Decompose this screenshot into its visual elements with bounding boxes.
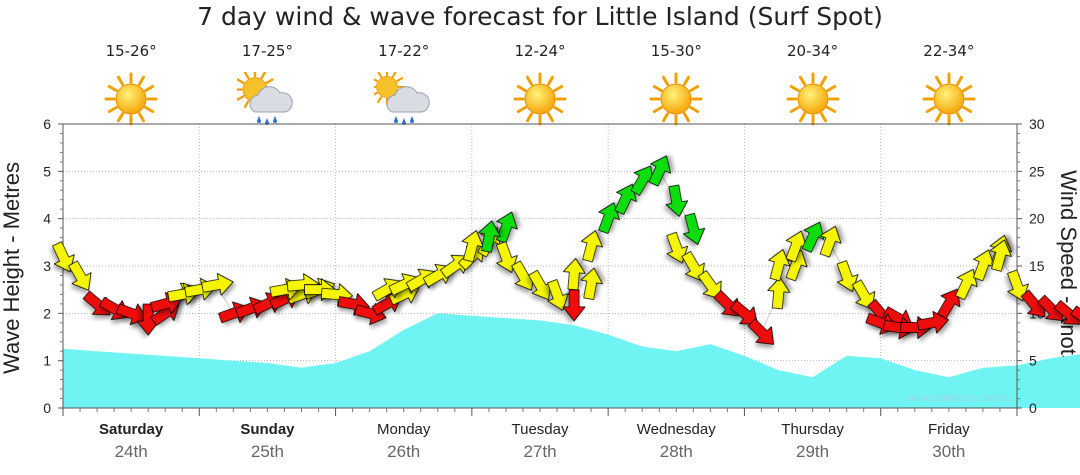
wind-arrow (496, 211, 518, 244)
watermark: www.seabreeze.com.au (905, 393, 1012, 404)
wind-arrow (461, 230, 484, 263)
day-date: 29th (796, 442, 830, 461)
day-temperature: 20-34° (787, 42, 839, 60)
wind-arrow (666, 231, 689, 264)
wind-day-5 (461, 220, 603, 322)
wind-arrow (496, 241, 518, 273)
y-tick-label: 6 (43, 116, 51, 132)
wind-arrow (478, 220, 501, 253)
y-tick-label: 2 (43, 305, 51, 321)
y-tick-label: 5 (43, 163, 51, 179)
day-name: Friday (928, 421, 970, 438)
day-name: Sunday (240, 421, 295, 438)
y2-tick-label: 30 (1029, 116, 1045, 132)
wind-arrow (801, 221, 825, 253)
day-date: 26th (387, 442, 421, 461)
wind-day-4 (371, 211, 518, 302)
sun-icon (510, 72, 570, 126)
wind-arrow (1070, 305, 1080, 330)
y-tick-label: 1 (43, 353, 51, 369)
day-name: Monday (377, 421, 431, 438)
wind-day-1 (52, 241, 199, 336)
wind-arrow (937, 288, 961, 319)
wind-arrow (648, 155, 671, 187)
wind-arrow (819, 225, 842, 258)
wind-arrows (52, 155, 1080, 345)
day-name: Saturday (99, 421, 164, 438)
sun-icon (783, 72, 843, 126)
wind-arrow (528, 269, 552, 301)
wind-arrow (747, 318, 774, 345)
day-date: 24th (114, 442, 148, 461)
y-tick-label: 0 (43, 400, 51, 416)
wind-arrow (916, 311, 949, 334)
day-temperature: 22-34° (923, 42, 975, 60)
day-temperature: 17-22° (378, 42, 430, 60)
day-temperature: 15-30° (650, 42, 702, 60)
day-name: Thursday (781, 421, 844, 438)
y2-tick-label: 0 (1029, 400, 1037, 416)
sun-icon (101, 72, 161, 126)
day-date: 27th (523, 442, 557, 461)
rain-cloud-icon (234, 68, 297, 126)
y-tick-label: 4 (43, 211, 51, 227)
wind-arrow (683, 212, 706, 245)
wind-arrow (681, 250, 705, 282)
wind-arrow (851, 279, 876, 310)
day-date: 25th (250, 442, 284, 461)
day-date: 30th (932, 442, 966, 461)
wind-arrow (562, 289, 586, 322)
y2-tick-label: 5 (1029, 353, 1037, 369)
y2-tick-label: 20 (1029, 211, 1045, 227)
wind-day-7 (666, 231, 808, 345)
wind-day-6 (563, 155, 706, 291)
wind-arrow (580, 267, 603, 300)
wind-arrow (52, 241, 75, 273)
wind-day-10 (989, 239, 1080, 330)
wind-arrow (973, 249, 995, 282)
wind-arrow (730, 300, 758, 325)
wind-arrow (697, 270, 722, 300)
y-tick-label: 3 (43, 258, 51, 274)
day-temperature: 12-24° (514, 42, 566, 60)
wind-arrow (785, 230, 808, 263)
wind-arrow (1007, 269, 1029, 302)
wind-arrow (563, 258, 586, 291)
wind-arrow (547, 279, 569, 311)
wind-arrow (989, 239, 1012, 272)
wind-arrow (580, 230, 603, 263)
sun-icon (919, 72, 979, 126)
wind-arrow (836, 260, 859, 292)
wind-arrow (614, 183, 637, 215)
y2-tick-label: 25 (1029, 163, 1045, 179)
wind-arrow (201, 273, 234, 296)
day-name: Wednesday (636, 421, 716, 438)
chart-title: 7 day wind & wave forecast for Little Is… (197, 2, 883, 31)
day-temperature: 15-26° (105, 42, 157, 60)
wind-arrow (68, 260, 92, 291)
day-name: Tuesday (511, 421, 569, 438)
wind-arrow (767, 277, 791, 310)
day-date: 28th (659, 442, 693, 461)
sun-icon (646, 72, 706, 126)
y2-tick-label: 15 (1029, 258, 1045, 274)
wave-height-area (63, 313, 1080, 408)
day-temperature: 17-25° (241, 42, 293, 60)
wind-day-3 (269, 273, 420, 326)
wind-arrow (665, 184, 689, 217)
